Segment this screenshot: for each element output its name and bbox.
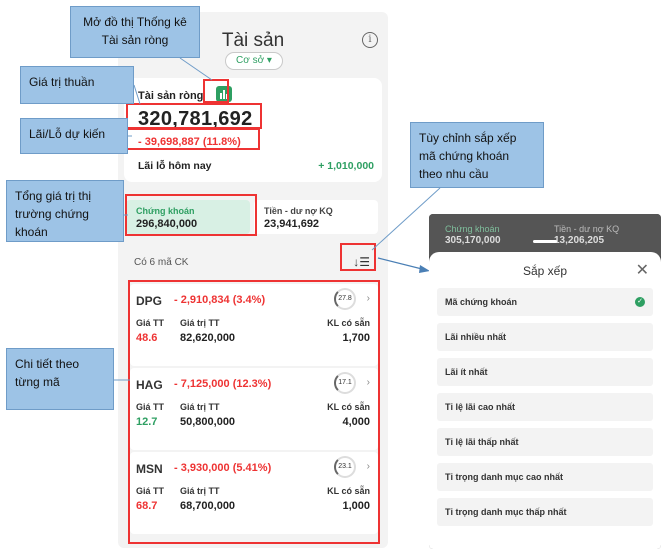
tab-securities-value: 296,840,000 xyxy=(136,218,198,230)
tab-cash-label: Tiền - dư nợ KQ xyxy=(264,206,333,216)
stock-change: - 3,930,000 (5.41%) xyxy=(174,462,272,474)
today-pl-value: + 1,010,000 xyxy=(318,160,374,172)
market-value-label: Giá trị TT xyxy=(180,402,220,412)
callout-net: Giá trị thuần xyxy=(20,66,134,104)
bg-tab-cash-label: Tiền - dư nợ KQ xyxy=(554,224,620,234)
sort-highlight xyxy=(340,243,376,271)
today-pl-label: Lãi lỗ hôm nay xyxy=(138,160,212,172)
sheet-drag-handle[interactable] xyxy=(533,240,557,243)
chevron-right-icon[interactable]: › xyxy=(366,377,370,388)
stock-card[interactable]: MSN - 3,930,000 (5.41%) 23.1 › Giá TT Gi… xyxy=(130,452,378,534)
weight-ring: 23.1 xyxy=(334,456,356,478)
qty-label: KL có sẵn xyxy=(327,318,370,328)
sort-option-label: Tỉ trọng danh mục thấp nhất xyxy=(445,507,567,517)
stock-code: MSN xyxy=(136,462,163,476)
net-asset-label: Tài sản ròng xyxy=(138,90,204,102)
sheet-title: Sắp xếp xyxy=(522,264,568,278)
sort-option[interactable]: Tỉ lệ lãi cao nhất xyxy=(437,393,653,421)
tab-cash-value: 23,941,692 xyxy=(264,218,320,230)
tab-cash[interactable]: Tiền - dư nợ KQ 23,941,692 xyxy=(254,200,378,234)
detail-highlight xyxy=(128,280,380,544)
expected-profit-loss: - 39,698,887 (11.8%) xyxy=(138,136,241,148)
price-label: Giá TT xyxy=(136,318,165,328)
price-label: Giá TT xyxy=(136,402,165,412)
sort-option[interactable]: Tỉ trọng danh mục thấp nhất xyxy=(437,498,653,526)
callout-detail: Chi tiết theo từng mã xyxy=(6,348,114,410)
stock-card[interactable]: DPG - 2,910,834 (3.4%) 27.8 › Giá TT Giá… xyxy=(130,284,378,366)
price-value: 48.6 xyxy=(136,332,158,344)
chevron-right-icon[interactable]: › xyxy=(366,461,370,472)
market-value: 82,620,000 xyxy=(180,332,236,344)
net-asset-card: Tài sản ròng 320,781,692 - 39,698,887 (1… xyxy=(124,78,382,182)
price-value: 68.7 xyxy=(136,500,158,512)
qty-value: 1,700 xyxy=(342,332,370,344)
callout-pl: Lãi/Lỗ dự kiến xyxy=(20,118,128,154)
account-type-dropdown[interactable]: Cơ sở ▾ xyxy=(225,52,283,70)
sort-option-label: Mã chứng khoán xyxy=(445,297,518,307)
page-title: Tài sản xyxy=(221,30,285,51)
stock-count: Có 6 mã CK xyxy=(134,257,189,268)
weight-ring: 17.1 xyxy=(334,372,356,394)
market-value: 50,800,000 xyxy=(180,416,236,428)
info-icon[interactable]: i xyxy=(362,32,378,48)
chevron-right-icon[interactable]: › xyxy=(366,293,370,304)
tab-securities-label: Chứng khoán xyxy=(136,206,195,216)
sort-sheet: Sắp xếp ✕ Mã chứng khoán ✓ Lãi nhiều nhấ… xyxy=(429,252,661,549)
bg-tab-securities-value: 305,170,000 xyxy=(445,235,501,246)
background-tabs: Chứng khoán 305,170,000 Tiền - dư nợ KQ … xyxy=(429,214,661,256)
close-icon[interactable]: ✕ xyxy=(635,262,649,279)
callout-sort: Tùy chỉnh sắp xếp mã chứng khoán theo nh… xyxy=(410,122,544,188)
sort-option[interactable]: Lãi nhiều nhất xyxy=(437,323,653,351)
sort-option-label: Tỉ lệ lãi cao nhất xyxy=(445,402,516,412)
stock-card[interactable]: HAG - 7,125,000 (12.3%) 17.1 › Giá TT Gi… xyxy=(130,368,378,450)
sort-option[interactable]: Lãi ít nhất xyxy=(437,358,653,386)
sort-option-label: Tỉ lệ lãi thấp nhất xyxy=(445,437,519,447)
qty-label: KL có sẵn xyxy=(327,486,370,496)
sort-option-label: Tỉ trọng danh mục cao nhất xyxy=(445,472,564,482)
stock-change: - 2,910,834 (3.4%) xyxy=(174,294,266,306)
sort-screen: Chứng khoán 305,170,000 Tiền - dư nợ KQ … xyxy=(429,214,661,549)
sort-option[interactable]: Mã chứng khoán ✓ xyxy=(437,288,653,316)
bg-tab-securities-label: Chứng khoán xyxy=(445,224,500,234)
bg-tab-cash-value: 13,206,205 xyxy=(554,235,605,246)
qty-value: 4,000 xyxy=(342,416,370,428)
callout-chart: Mở đồ thị Thống kê Tài sản ròng xyxy=(70,6,200,58)
sort-option[interactable]: Tỉ trọng danh mục cao nhất xyxy=(437,463,653,491)
market-value: 68,700,000 xyxy=(180,500,236,512)
net-asset-value: 320,781,692 xyxy=(138,108,253,130)
qty-label: KL có sẵn xyxy=(327,402,370,412)
price-value: 12.7 xyxy=(136,416,158,428)
check-icon: ✓ xyxy=(635,297,645,307)
sort-option-label: Lãi nhiều nhất xyxy=(445,332,507,342)
price-label: Giá TT xyxy=(136,486,165,496)
market-value-label: Giá trị TT xyxy=(180,318,220,328)
weight-ring: 27.8 xyxy=(334,288,356,310)
qty-value: 1,000 xyxy=(342,500,370,512)
stock-code: DPG xyxy=(136,294,163,308)
stock-code: HAG xyxy=(136,378,163,392)
market-value-label: Giá trị TT xyxy=(180,486,220,496)
stock-change: - 7,125,000 (12.3%) xyxy=(174,378,272,390)
callout-total: Tổng giá trị thị trường chứng khoán xyxy=(6,180,124,242)
sort-option[interactable]: Tỉ lệ lãi thấp nhất xyxy=(437,428,653,456)
sort-option-label: Lãi ít nhất xyxy=(445,367,488,377)
tab-securities[interactable]: Chứng khoán 296,840,000 xyxy=(126,200,250,234)
chart-highlight xyxy=(203,79,229,103)
sort-icon[interactable]: ↓☰ xyxy=(353,255,370,269)
